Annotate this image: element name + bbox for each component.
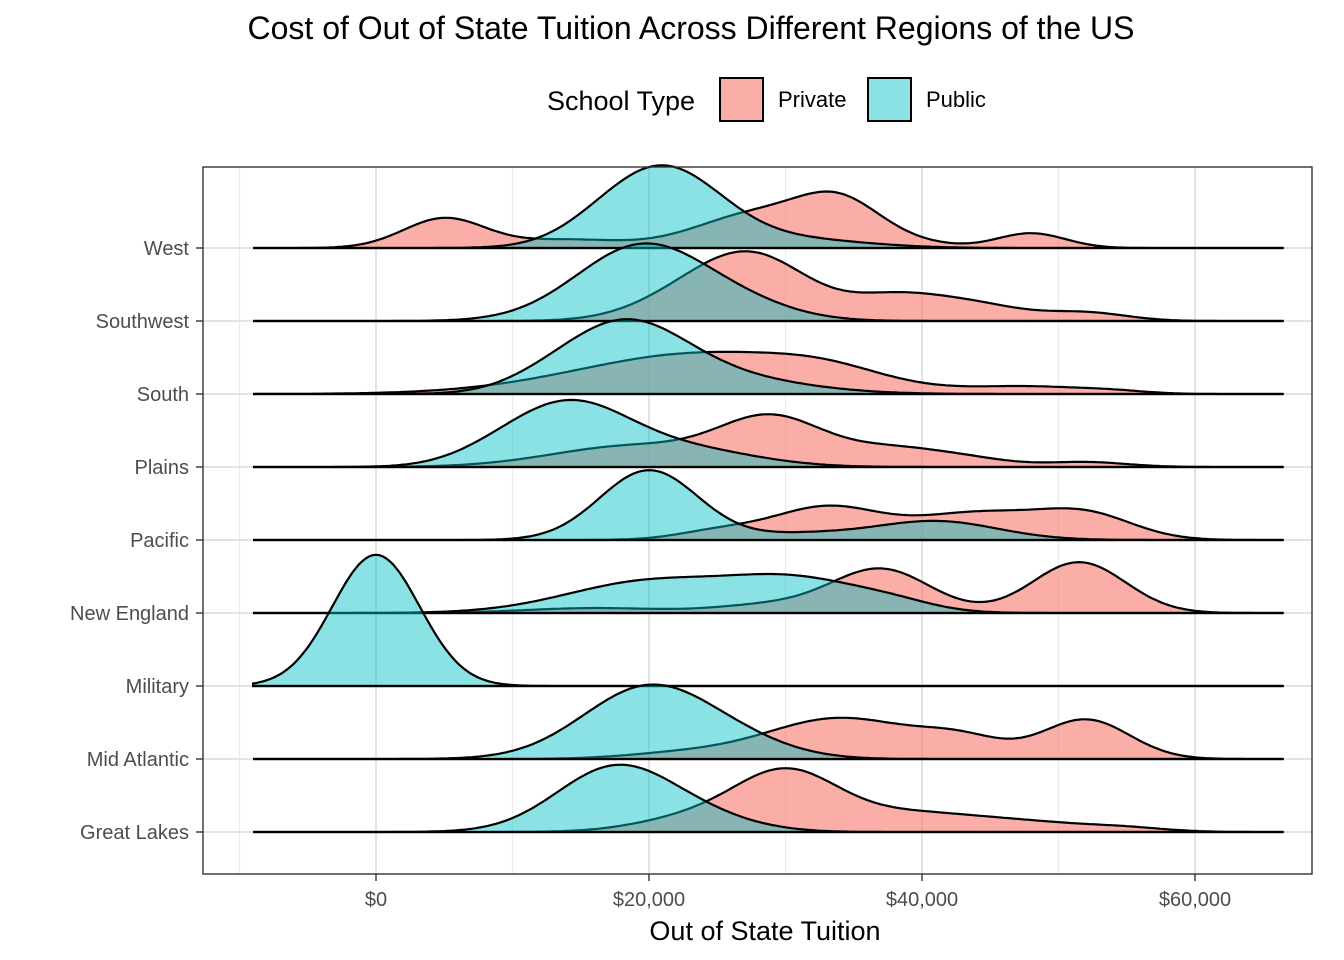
legend-key-public xyxy=(867,77,912,122)
legend-label-private: Private xyxy=(778,87,846,112)
x-axis-title: Out of State Tuition xyxy=(649,916,880,946)
y-tick-label-mid-atlantic: Mid Atlantic xyxy=(87,749,189,771)
ridge-public-south xyxy=(253,318,1284,396)
ridge-public-plains xyxy=(253,398,1284,469)
ridge-public-west xyxy=(253,164,1284,250)
y-tick-label-pacific: Pacific xyxy=(130,530,189,552)
ridge-private-south xyxy=(253,350,1284,396)
y-tick-label-military: Military xyxy=(126,676,189,698)
y-tick-label-south: South xyxy=(137,384,189,406)
legend-label-public: Public xyxy=(926,87,986,112)
ridge-public-great-lakes xyxy=(253,763,1284,834)
ridges xyxy=(252,164,1284,834)
ridge-public-southwest xyxy=(253,242,1284,323)
x-tick-label: $40,000 xyxy=(886,889,958,911)
axes: $0 $20,000 $40,000 $60,000 West Southwest Sout… xyxy=(70,238,1231,911)
y-tick-label-great-lakes: Great Lakes xyxy=(80,822,189,844)
legend: School Type Private Public xyxy=(547,77,986,122)
y-tick-label-plains: Plains xyxy=(135,457,189,479)
legend-title: School Type xyxy=(547,86,695,116)
x-tick-label: $20,000 xyxy=(613,889,685,911)
y-tick-label-southwest: Southwest xyxy=(96,311,190,333)
chart-title: Cost of Out of State Tuition Across Diff… xyxy=(248,10,1135,46)
y-tick-label-new-england: New England xyxy=(70,603,189,625)
ridge-public-military xyxy=(252,553,1284,688)
y-tick-label-west: West xyxy=(144,238,190,260)
panel-border xyxy=(202,166,1313,875)
x-tick-label: $0 xyxy=(365,889,387,911)
ridge-public-new-england xyxy=(253,572,1284,615)
legend-key-private xyxy=(719,77,764,122)
ridge-public-mid-atlantic xyxy=(253,683,1284,761)
ridge-public-pacific xyxy=(253,469,1284,542)
x-tick-label: $60,000 xyxy=(1159,889,1231,911)
